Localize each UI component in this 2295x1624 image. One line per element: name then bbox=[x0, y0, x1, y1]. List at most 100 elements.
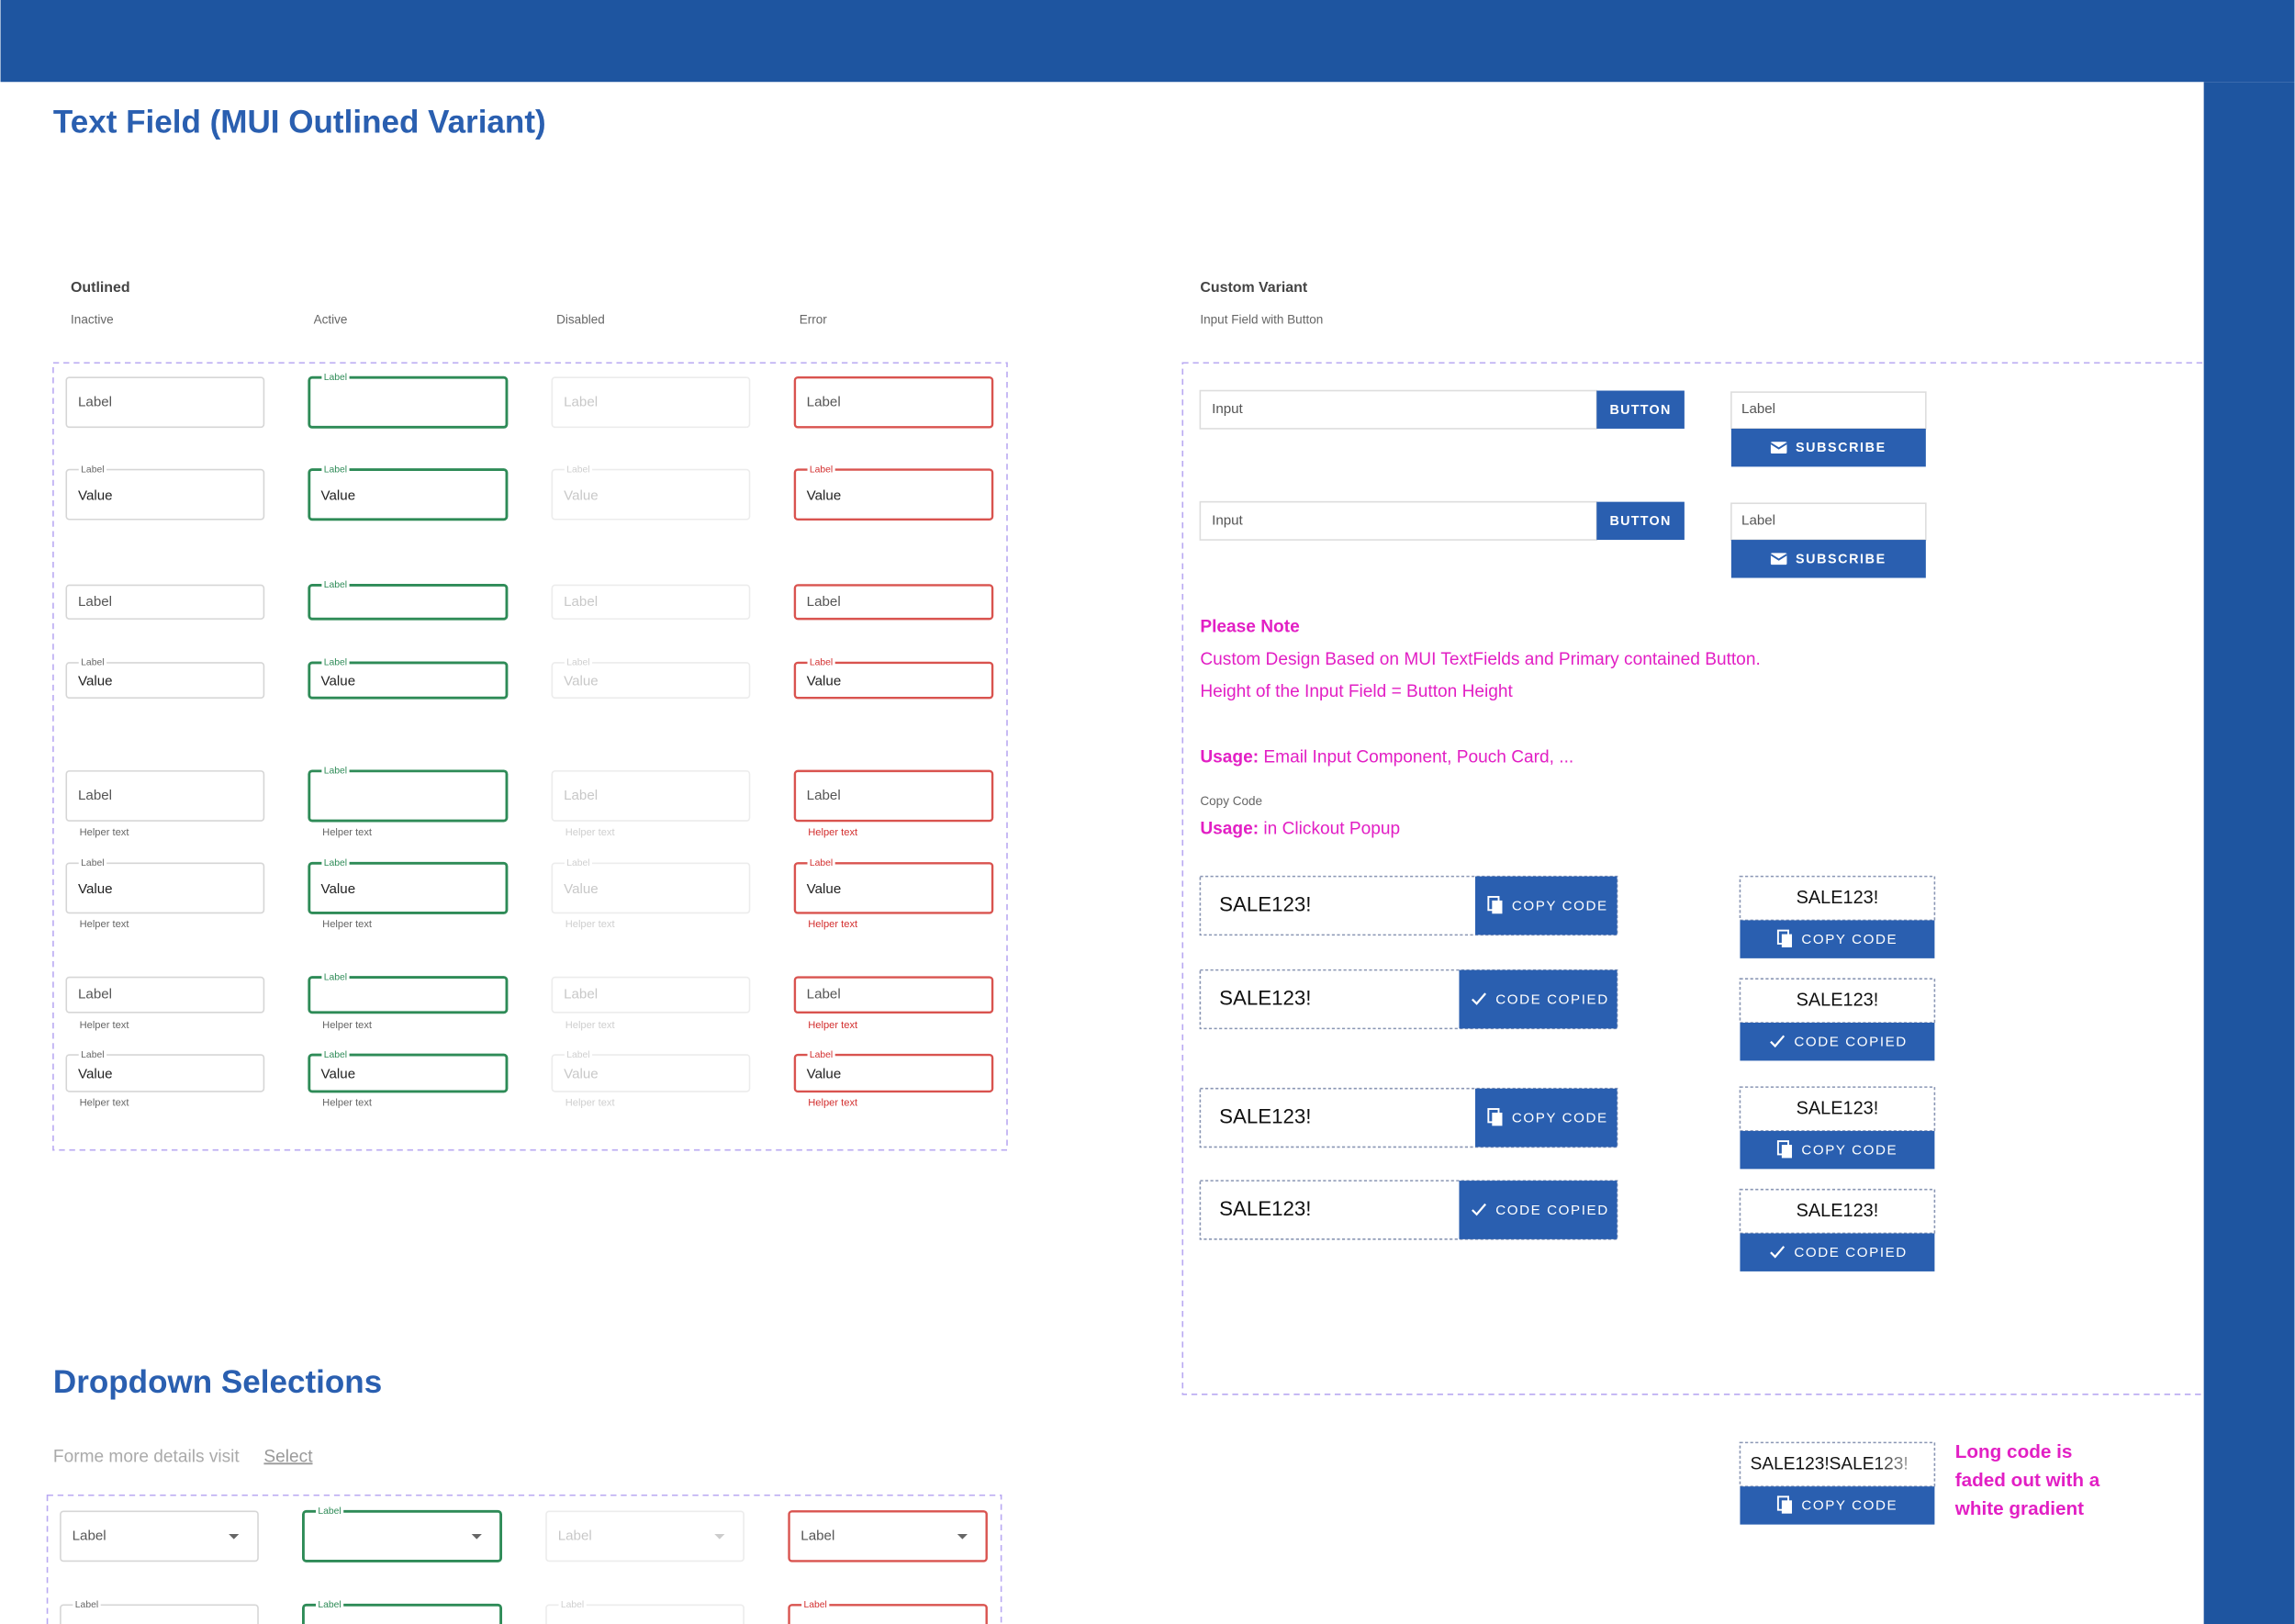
button-label: CODE COPIED bbox=[1794, 1245, 1907, 1260]
field-placeholder: Label bbox=[800, 1528, 834, 1543]
text-field[interactable] bbox=[793, 468, 994, 521]
text-field bbox=[551, 376, 751, 429]
text-field bbox=[545, 1604, 744, 1624]
button[interactable] bbox=[1740, 1022, 1935, 1061]
helper-text: Helper text bbox=[322, 1020, 373, 1031]
button[interactable] bbox=[1730, 540, 1926, 578]
helper-text: Helper text bbox=[80, 919, 130, 930]
usage-label: Usage: bbox=[1200, 748, 1259, 767]
field-label: Label bbox=[75, 1600, 98, 1610]
text-field[interactable] bbox=[65, 1054, 265, 1092]
code-box bbox=[1739, 1086, 1936, 1132]
dropdown-arrow bbox=[714, 1533, 725, 1540]
button[interactable] bbox=[1740, 1233, 1935, 1271]
button[interactable] bbox=[1740, 1486, 1935, 1525]
text-field[interactable] bbox=[793, 862, 994, 914]
text-field[interactable] bbox=[65, 376, 265, 429]
button[interactable] bbox=[1740, 1130, 1935, 1170]
code: SALE123! bbox=[1797, 1201, 1879, 1221]
button[interactable] bbox=[1740, 920, 1935, 958]
usage-label: Usage: bbox=[1200, 820, 1259, 839]
text-field[interactable] bbox=[65, 976, 265, 1014]
button[interactable] bbox=[1596, 390, 1685, 429]
text-field[interactable] bbox=[308, 468, 509, 521]
text-field[interactable] bbox=[65, 862, 265, 914]
text-field[interactable] bbox=[302, 1509, 503, 1562]
field-label: Label bbox=[810, 658, 833, 668]
text-field[interactable] bbox=[65, 770, 265, 822]
copy-icon bbox=[1776, 1495, 1793, 1514]
field-label: Label bbox=[324, 1050, 347, 1060]
hint: Forme more details visit bbox=[53, 1447, 241, 1466]
text-field[interactable] bbox=[308, 769, 509, 823]
icon-part bbox=[1492, 1113, 1503, 1126]
section-title: Custom Variant bbox=[1200, 280, 1307, 296]
text-field[interactable] bbox=[308, 861, 509, 914]
text-field[interactable] bbox=[793, 375, 994, 429]
field-placeholder: Label bbox=[564, 594, 598, 610]
link[interactable]: Select bbox=[263, 1447, 313, 1466]
text-field[interactable] bbox=[308, 1053, 509, 1093]
input-placeholder: Input bbox=[1212, 401, 1243, 417]
text-field[interactable] bbox=[302, 1603, 503, 1624]
check-icon bbox=[1472, 992, 1486, 1005]
code: SALE123! bbox=[1797, 990, 1879, 1010]
input-field[interactable] bbox=[1730, 391, 1927, 430]
button[interactable] bbox=[1596, 501, 1685, 541]
button[interactable] bbox=[1730, 428, 1926, 467]
text-field bbox=[551, 584, 751, 620]
code: SALE123! bbox=[1797, 1098, 1879, 1118]
button[interactable] bbox=[1459, 1181, 1618, 1239]
input-field[interactable] bbox=[1199, 500, 1598, 541]
field-label: Label bbox=[810, 858, 833, 868]
field-value: Value bbox=[78, 487, 113, 503]
field-placeholder: Label bbox=[807, 788, 841, 803]
mail-icon bbox=[1770, 442, 1787, 454]
copy-icon bbox=[1487, 1108, 1503, 1126]
side-bar bbox=[2203, 82, 2295, 1624]
text-field[interactable] bbox=[788, 1510, 988, 1562]
input-field[interactable] bbox=[1199, 389, 1598, 430]
button-label: BUTTON bbox=[1610, 403, 1672, 418]
text-field[interactable] bbox=[65, 662, 265, 699]
text-field bbox=[551, 862, 751, 914]
text-field[interactable] bbox=[60, 1510, 259, 1562]
field-label: Label bbox=[324, 580, 347, 590]
field-placeholder: Label bbox=[73, 1528, 106, 1543]
input-field[interactable] bbox=[1730, 502, 1927, 541]
text-field[interactable] bbox=[793, 769, 994, 823]
helper-text: Helper text bbox=[565, 1020, 616, 1031]
helper-text: Helper text bbox=[808, 1020, 858, 1031]
helper-text: Helper text bbox=[80, 827, 130, 838]
note-line: Custom Design Based on MUI TextFields an… bbox=[1200, 650, 1760, 669]
field-label: Label bbox=[566, 465, 589, 475]
usage: Usage: in Clickout Popup bbox=[1200, 820, 1400, 839]
button[interactable] bbox=[1459, 969, 1618, 1029]
text-field[interactable] bbox=[308, 661, 509, 700]
text-field[interactable] bbox=[308, 584, 509, 621]
text-field[interactable] bbox=[793, 661, 994, 700]
text-field[interactable] bbox=[60, 1604, 259, 1624]
field-value: Value bbox=[564, 487, 599, 503]
text-field[interactable] bbox=[793, 584, 994, 621]
usage: Usage: Email Input Component, Pouch Card… bbox=[1200, 748, 1573, 767]
helper-text: Helper text bbox=[322, 919, 373, 930]
field-value: Value bbox=[807, 881, 842, 897]
text-field[interactable] bbox=[793, 976, 994, 1014]
input-placeholder: Label bbox=[1741, 512, 1775, 528]
text-field[interactable] bbox=[65, 584, 265, 620]
text-field[interactable] bbox=[788, 1604, 988, 1624]
button-label: COPY CODE bbox=[1801, 932, 1898, 947]
field-label: Label bbox=[318, 1506, 341, 1517]
button-label: CODE COPIED bbox=[1794, 1035, 1907, 1050]
field-value: Value bbox=[807, 487, 842, 503]
text-field[interactable] bbox=[793, 1053, 994, 1093]
field-value: Value bbox=[800, 1623, 835, 1624]
button-label: CODE COPIED bbox=[1495, 991, 1608, 1007]
text-field[interactable] bbox=[308, 976, 509, 1014]
text-field[interactable] bbox=[308, 375, 509, 429]
state-label: Disabled bbox=[556, 313, 605, 327]
text-field[interactable] bbox=[65, 468, 265, 521]
